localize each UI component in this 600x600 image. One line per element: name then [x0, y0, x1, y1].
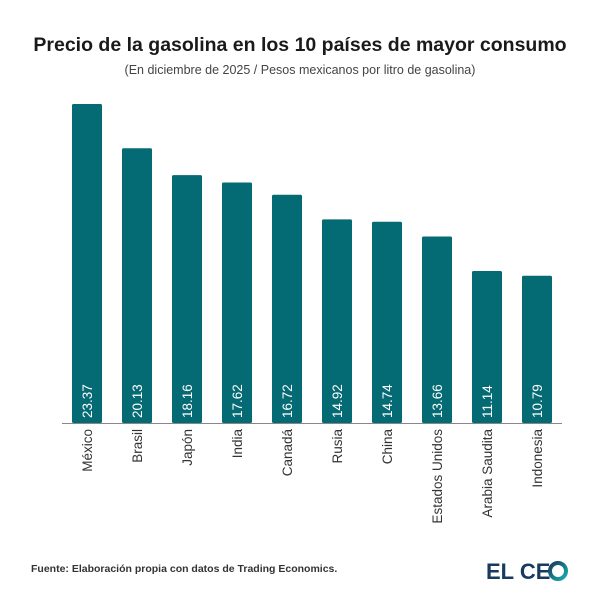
category-label: Canadá	[280, 429, 295, 477]
bar	[272, 194, 302, 423]
value-label: 10.79	[530, 384, 545, 418]
category-label: Indonesia	[530, 429, 545, 488]
value-label: 13.66	[430, 384, 445, 418]
bar	[422, 236, 452, 423]
svg-text:EL CE: EL CE	[486, 559, 550, 584]
bar	[72, 104, 102, 423]
value-label: 14.92	[330, 384, 345, 418]
value-label: 20.13	[130, 384, 145, 418]
category-label: Brasil	[130, 429, 145, 463]
category-label: Japón	[180, 429, 195, 466]
bar	[172, 175, 202, 423]
category-label: India	[230, 429, 245, 459]
bar	[122, 148, 152, 423]
value-label: 11.14	[480, 385, 495, 418]
category-label: Rusia	[330, 429, 345, 464]
value-label: 18.16	[180, 384, 195, 418]
chart-subtitle: (En diciembre de 2025 / Pesos mexicanos …	[124, 63, 476, 77]
chart-title: Precio de la gasolina en los 10 países d…	[33, 34, 567, 56]
bar	[322, 219, 352, 423]
value-label: 17.62	[230, 384, 245, 418]
bar	[522, 275, 552, 423]
value-label: 16.72	[280, 384, 295, 418]
bar	[472, 270, 502, 423]
value-label: 14.74	[380, 384, 395, 418]
source-note: Fuente: Elaboración propia con datos de …	[31, 563, 338, 575]
bar	[222, 182, 252, 423]
bar	[372, 221, 402, 423]
value-label: 23.37	[80, 384, 95, 418]
category-label: Arabia Saudita	[480, 429, 495, 518]
category-label: China	[380, 429, 395, 465]
category-label: México	[80, 429, 95, 472]
category-label: Estados Unidos	[430, 429, 445, 524]
el-ceo-logo: EL CE	[486, 559, 568, 584]
